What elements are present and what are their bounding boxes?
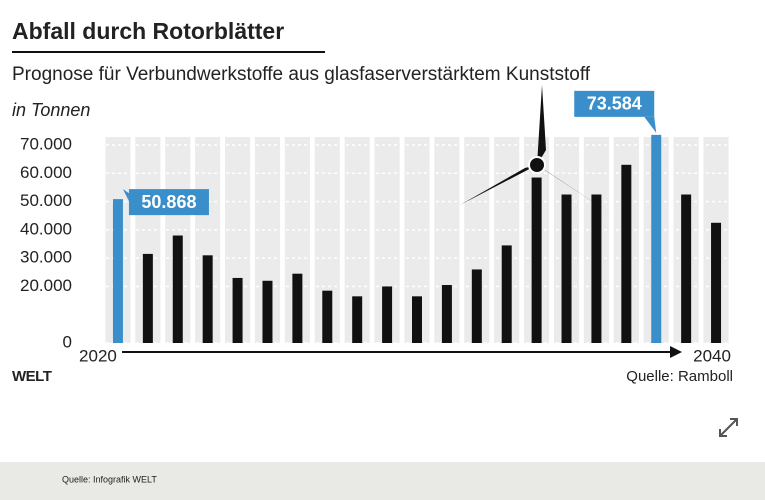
bar [531,177,542,343]
y-tick-label: 70.000 [20,134,72,153]
y-axis-label: in Tonnen [12,100,90,120]
brand: WELT [12,368,52,385]
chart-source: Quelle: Ramboll [626,368,733,385]
bar [651,134,662,343]
bar [292,273,303,343]
bar [561,194,572,343]
y-tick-label: 0 [63,332,72,351]
bar [412,296,422,343]
bar [441,285,452,343]
label-box [128,189,209,216]
value-label: 50.868 [141,192,196,212]
label-pointer [644,116,657,133]
bar [352,296,363,343]
bar [142,253,153,343]
bar [382,286,393,343]
bar [501,245,512,343]
label-pointer [122,189,129,202]
bar [172,235,183,343]
y-tick-label: 40.000 [20,219,72,238]
wind-turbine [460,85,610,213]
marks: 50.868 73.584 [112,90,722,343]
y-tick-label: 20.000 [20,276,72,295]
y-tick-label: 50.000 [20,191,72,210]
chart-title: Abfall durch Rotorblätter [12,18,284,44]
bar [232,277,243,343]
bar [471,269,482,343]
label-box [574,90,655,117]
expand-icon[interactable] [719,418,738,437]
bar [681,194,692,343]
bar [322,290,333,343]
x-tick-label: 2040 [693,346,731,365]
footer-source: Quelle: Infografik WELT [62,474,157,484]
bar [711,222,722,343]
x-tick-label: 2020 [79,346,117,365]
value-label: 73.584 [587,94,642,114]
footer-bar [0,462,765,500]
bar [262,280,273,343]
bar [591,194,602,343]
bar [112,199,123,343]
bar [621,164,632,343]
y-tick-label: 60.000 [20,163,72,182]
chart-subtitle: Prognose für Verbundwerkstoffe aus glasf… [12,64,591,85]
bar [202,255,213,343]
y-tick-label: 30.000 [20,248,72,267]
x-axis-arrow [670,346,682,358]
